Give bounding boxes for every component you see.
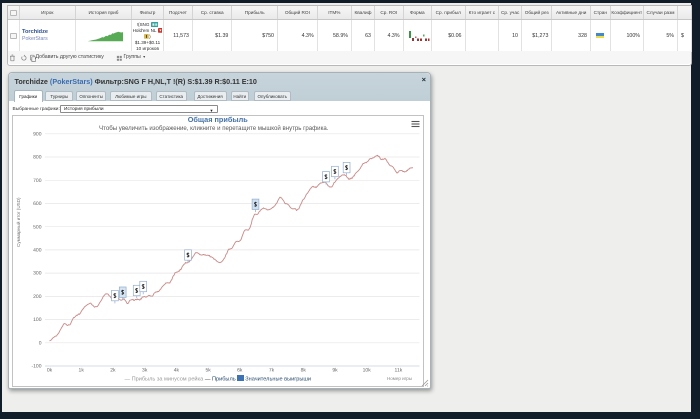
svg-text:900: 900 bbox=[33, 131, 42, 137]
svg-text:100: 100 bbox=[33, 317, 42, 323]
svg-text:4k: 4k bbox=[173, 368, 179, 374]
svg-text:1k: 1k bbox=[78, 368, 84, 374]
svg-text:10k: 10k bbox=[362, 368, 371, 374]
svg-text:-100: -100 bbox=[31, 364, 41, 370]
svg-text:500: 500 bbox=[33, 224, 42, 230]
svg-text:800: 800 bbox=[33, 155, 42, 161]
svg-text:400: 400 bbox=[33, 248, 42, 254]
svg-text:0k: 0k bbox=[46, 368, 52, 374]
svg-text:0: 0 bbox=[38, 340, 41, 346]
svg-text:9k: 9k bbox=[332, 368, 338, 374]
svg-text:7k: 7k bbox=[268, 368, 274, 374]
svg-text:3k: 3k bbox=[142, 368, 148, 374]
svg-text:700: 700 bbox=[33, 178, 42, 184]
svg-text:200: 200 bbox=[33, 294, 42, 300]
svg-text:300: 300 bbox=[33, 271, 42, 277]
svg-text:600: 600 bbox=[33, 201, 42, 207]
svg-text:6k: 6k bbox=[237, 368, 243, 374]
svg-text:5k: 5k bbox=[205, 368, 211, 374]
svg-text:11k: 11k bbox=[394, 368, 402, 374]
svg-text:2k: 2k bbox=[110, 368, 116, 374]
svg-text:8k: 8k bbox=[300, 368, 306, 374]
